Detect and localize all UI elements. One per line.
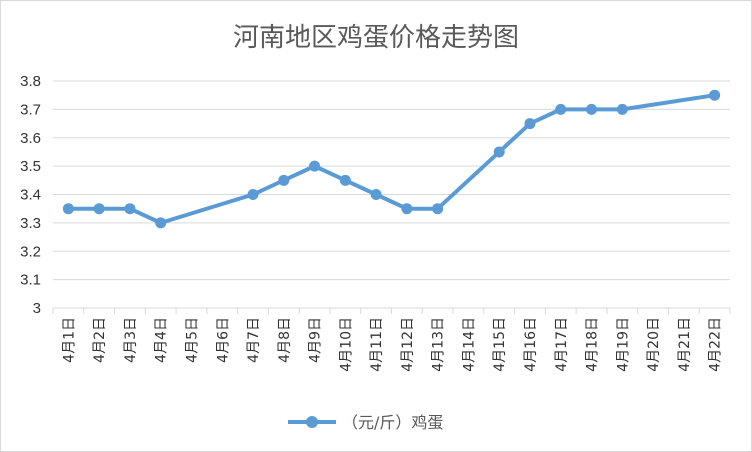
x-tick-label: 4月7日 <box>246 317 262 363</box>
data-point <box>709 89 721 101</box>
data-point <box>309 160 321 172</box>
chart-title: 河南地区鸡蛋价格走势图 <box>233 23 519 53</box>
y-tick-label: 3 <box>33 300 41 317</box>
x-tick-label: 4月6日 <box>215 317 231 363</box>
legend: （元/斤）鸡蛋 <box>288 413 443 432</box>
data-point <box>155 217 167 229</box>
x-tick-label: 4月8日 <box>277 317 293 363</box>
x-tick-label: 4月5日 <box>184 317 200 363</box>
x-tick-label: 4月9日 <box>308 317 324 363</box>
x-axis-labels: 4月1日 4月2日 4月3日 4月4日 4月5日 4月6日 4月7日 4月8日 4月9日 4月10… <box>61 317 723 372</box>
y-tick-label: 3.6 <box>20 130 41 147</box>
x-tick-label: 4月11日 <box>369 317 385 372</box>
gridlines <box>53 80 730 281</box>
x-tick-label: 4月17日 <box>554 317 570 372</box>
data-point <box>93 203 105 215</box>
data-point <box>524 118 536 130</box>
data-point <box>370 189 382 200</box>
x-tick-label: 4月14日 <box>461 317 477 372</box>
data-point <box>586 103 598 115</box>
data-point <box>247 189 259 200</box>
data-point <box>401 203 413 215</box>
x-tick-label: 4月13日 <box>431 317 447 372</box>
y-tick-label: 3.8 <box>20 73 41 90</box>
x-tick-label: 4月3日 <box>123 317 139 363</box>
x-tick-label: 4月20日 <box>646 317 662 372</box>
y-tick-label: 3.4 <box>20 187 41 204</box>
data-point <box>124 203 136 215</box>
x-axis <box>52 307 731 314</box>
x-tick-label: 4月4日 <box>154 317 170 363</box>
x-tick-label: 4月10日 <box>338 317 354 372</box>
x-tick-label: 4月21日 <box>677 317 693 372</box>
x-tick-label: 4月16日 <box>523 317 539 372</box>
legend-point-marker <box>306 416 318 428</box>
x-tick-label: 4月1日 <box>61 317 77 363</box>
y-tick-label: 3.5 <box>20 158 41 175</box>
data-point <box>555 103 567 115</box>
y-axis: 3 3.1 3.2 3.3 3.4 3.5 3.6 3.7 3.8 <box>20 73 41 317</box>
data-point <box>493 146 505 158</box>
y-tick-label: 3.1 <box>20 272 41 289</box>
x-tick-label: 4月12日 <box>400 317 416 372</box>
x-tick-label: 4月22日 <box>708 317 724 372</box>
x-tick-label: 4月19日 <box>615 317 631 372</box>
series-layer <box>62 89 721 229</box>
series-line <box>68 93 715 225</box>
x-tick-label: 4月18日 <box>585 317 601 372</box>
y-tick-label: 3.7 <box>20 101 41 118</box>
data-point <box>62 203 74 215</box>
data-point <box>432 203 444 215</box>
data-point <box>616 103 628 115</box>
data-point <box>339 174 351 186</box>
y-tick-label: 3.2 <box>20 243 41 260</box>
legend-series-label: （元/斤）鸡蛋 <box>342 413 443 432</box>
x-tick-label: 4月15日 <box>492 317 508 372</box>
data-point <box>278 174 290 186</box>
x-tick-label: 4月2日 <box>92 317 108 363</box>
y-tick-label: 3.3 <box>20 215 41 232</box>
